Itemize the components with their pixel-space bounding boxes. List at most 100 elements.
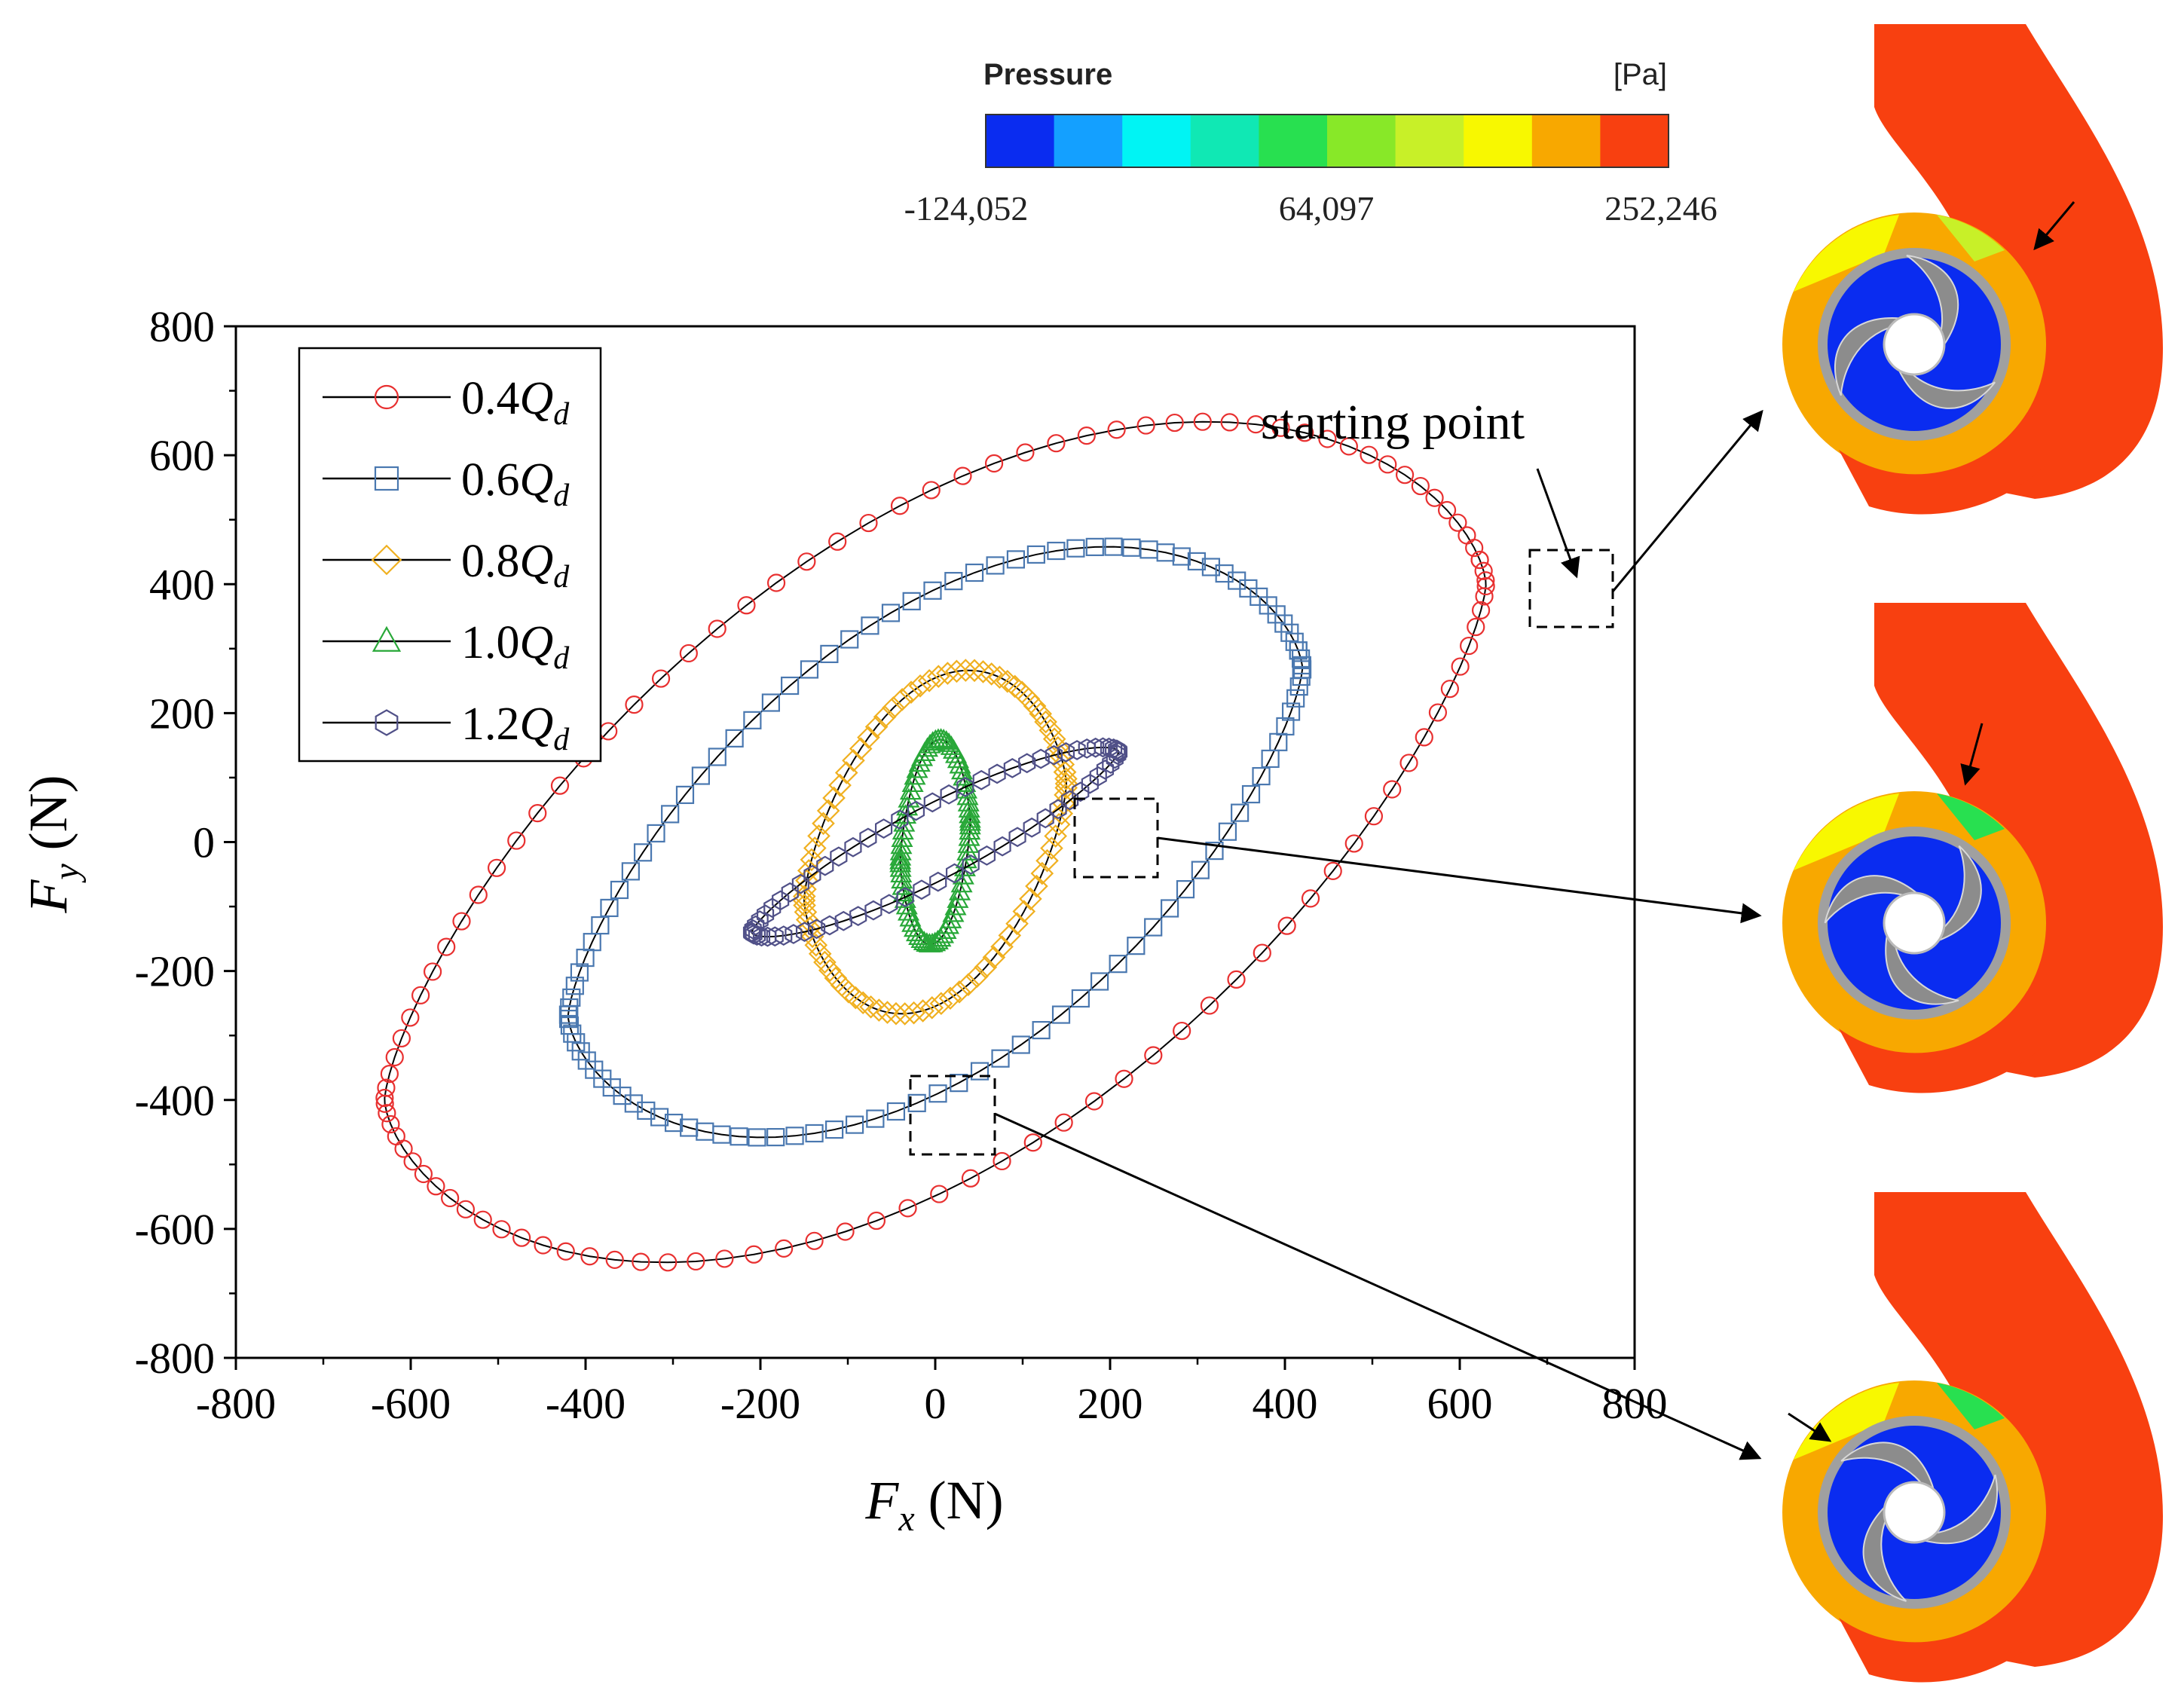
- data-point: [864, 715, 889, 738]
- data-point: [1173, 1021, 1191, 1041]
- data-point: [1318, 430, 1337, 448]
- colorbar-title: Pressure: [983, 58, 1112, 91]
- data-point: [507, 831, 526, 850]
- data-point: [781, 882, 799, 903]
- data-point: [902, 1001, 925, 1025]
- data-point: [902, 592, 921, 610]
- volute-outlet: [1874, 24, 2163, 499]
- data-point: [938, 732, 960, 752]
- data-point: [766, 573, 786, 592]
- data-point: [730, 1127, 748, 1146]
- legend-label: 1.2Qd: [461, 699, 570, 757]
- legend-marker: [374, 466, 399, 491]
- data-point: [1051, 1005, 1071, 1024]
- impeller-blade: [1840, 1442, 1935, 1501]
- data-point: [1081, 773, 1099, 794]
- data-point: [650, 1108, 669, 1127]
- data-point: [1301, 889, 1320, 908]
- data-point: [375, 1094, 394, 1113]
- data-point: [821, 915, 839, 936]
- data-point: [844, 836, 862, 858]
- data-point: [1395, 466, 1415, 485]
- data-point: [1047, 812, 1071, 836]
- data-point: [1096, 759, 1115, 780]
- colorbar-swatch: [1327, 115, 1396, 167]
- impeller-blade: [1834, 317, 1910, 396]
- volute-outlet: [1874, 1192, 2163, 1667]
- series-layer: [375, 412, 1495, 1272]
- data-point: [708, 748, 726, 766]
- data-point: [929, 992, 953, 1016]
- data-point: [1220, 413, 1239, 432]
- data-point: [920, 996, 944, 1020]
- impeller-hub: [1883, 1481, 1946, 1544]
- y-tick-label: 800: [149, 302, 215, 351]
- data-point: [1061, 790, 1079, 811]
- location-arrow: [1788, 1412, 1832, 1442]
- data-point: [988, 665, 1011, 689]
- data-point: [1193, 412, 1212, 431]
- data-point: [708, 619, 726, 638]
- data-point: [427, 1177, 445, 1196]
- data-point: [940, 784, 958, 805]
- data-point: [1253, 943, 1271, 962]
- data-point: [1106, 748, 1124, 769]
- data-point: [637, 1101, 656, 1121]
- data-point: [1036, 808, 1054, 829]
- x-tick-label: -800: [196, 1379, 276, 1428]
- data-point: [1108, 739, 1126, 760]
- high-pressure-region: [1839, 412, 2046, 515]
- data-point: [743, 711, 762, 729]
- data-point: [797, 552, 816, 571]
- data-point: [836, 1222, 855, 1241]
- data-point: [1200, 996, 1219, 1015]
- data-point: [857, 726, 880, 749]
- data-point: [959, 808, 981, 828]
- data-point: [949, 754, 971, 774]
- tongue-region: [1937, 793, 2005, 840]
- data-point: [1437, 500, 1457, 520]
- data-point: [621, 862, 640, 881]
- data-point: [972, 769, 990, 790]
- data-point: [1448, 513, 1467, 532]
- data-point: [1071, 989, 1090, 1008]
- data-point: [747, 915, 765, 936]
- data-point: [944, 572, 963, 591]
- data-point: [577, 1051, 596, 1070]
- data-point: [923, 581, 942, 600]
- colorbar-max-label: 252,246: [1604, 189, 1718, 228]
- data-point: [961, 1169, 980, 1188]
- data-point: [1271, 418, 1290, 437]
- data-point: [1277, 916, 1296, 935]
- data-point: [659, 1253, 678, 1272]
- legend-marker: [371, 544, 402, 576]
- data-point: [1476, 576, 1495, 596]
- data-point: [828, 773, 852, 797]
- data-point: [1038, 718, 1063, 742]
- data-point: [1451, 657, 1470, 676]
- data-point: [785, 1127, 804, 1145]
- data-point: [1042, 727, 1066, 751]
- data-point: [1286, 689, 1305, 708]
- data-point: [1280, 623, 1299, 642]
- data-point: [1066, 539, 1085, 558]
- dashed-box-bottom: [909, 1075, 996, 1156]
- data-point: [1102, 754, 1120, 774]
- colorbar-swatches: [986, 115, 1669, 167]
- data-point: [1295, 423, 1314, 442]
- data-point: [876, 1001, 899, 1024]
- data-point: [1470, 550, 1489, 570]
- data-point: [748, 925, 766, 946]
- data-point: [1018, 753, 1036, 774]
- data-point: [907, 800, 925, 821]
- data-point: [904, 765, 926, 785]
- data-point: [1476, 571, 1495, 590]
- data-point: [800, 925, 824, 949]
- data-point: [795, 908, 819, 931]
- high-pressure-region: [1839, 991, 2046, 1093]
- data-point: [378, 1104, 396, 1123]
- data-point: [715, 1249, 734, 1268]
- data-point: [1089, 766, 1107, 787]
- data-point: [818, 958, 842, 983]
- data-point: [1107, 420, 1126, 439]
